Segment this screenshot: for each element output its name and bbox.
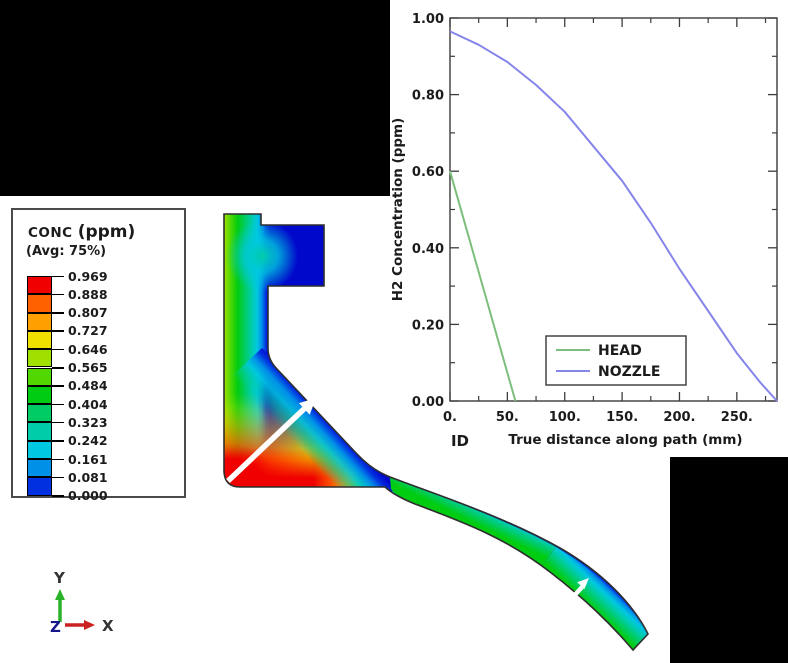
legend-tick — [52, 330, 64, 332]
legend-tick — [52, 421, 64, 424]
legend-level-label: 0.484 — [68, 378, 108, 394]
x-axis-label: X — [102, 617, 114, 635]
legend-color-swatch — [27, 404, 52, 423]
legend-tick — [52, 403, 64, 406]
legend-series-name: HEAD — [598, 343, 642, 359]
y-axis-title: H2 Concentration (ppm) — [390, 118, 406, 302]
contour-outer-edge-blue-fringe — [224, 348, 402, 523]
series-line-nozzle — [449, 30, 778, 402]
legend-color-swatch — [27, 367, 52, 386]
y-tick-label: 0.00 — [412, 395, 444, 410]
path-arrow-small — [571, 578, 589, 599]
legend-level-label: 0.807 — [68, 305, 108, 321]
y-tick-label: 0.40 — [412, 242, 444, 257]
y-axis-label: Y — [53, 569, 66, 587]
xy-chart: 0. 50. 100. 150. 200. 250. 0.00 0.20 0.40 0.60 0.8… — [390, 12, 778, 450]
x-tick-label: 150. — [606, 410, 638, 425]
x-axis-arrow — [65, 620, 95, 630]
legend-level-label: 0.000 — [68, 488, 108, 504]
y-tick-label: 0.80 — [412, 89, 444, 104]
legend-tick — [52, 385, 64, 387]
legend-level-label: 0.888 — [68, 286, 108, 302]
contour-nozzle-strip-upper — [390, 477, 556, 567]
contour-nozzle-strip-lower — [541, 547, 648, 650]
legend-color-swatch — [27, 294, 52, 313]
legend-tick — [52, 458, 64, 460]
y-tick-label: 0.20 — [412, 318, 444, 333]
legend-color-swatch — [27, 349, 52, 368]
legend-tick — [52, 367, 64, 369]
legend-color-swatch — [27, 440, 52, 459]
z-axis-label: Z — [50, 618, 61, 636]
x-tick-label: 250. — [721, 410, 753, 425]
contour-geometry-outline — [223, 213, 649, 652]
legend-color-swatch — [27, 330, 52, 350]
x-tick-label: 50. — [496, 410, 519, 425]
legend-variable-name: CONC — [28, 225, 73, 241]
legend-level-label: 0.646 — [68, 341, 108, 357]
y-axis-arrow — [55, 589, 65, 622]
legend-level-label: 0.242 — [68, 433, 108, 449]
legend-unit: (ppm) — [77, 222, 136, 242]
x-tick-label: 200. — [663, 410, 695, 425]
x-axis-title: True distance along path (mm) — [508, 432, 742, 448]
legend-tick — [52, 495, 64, 497]
x-tick-label: 0. — [443, 410, 457, 425]
legend-level-label: 0.161 — [68, 451, 108, 467]
legend-tick — [52, 440, 64, 442]
series-line-head — [449, 170, 517, 402]
contour-legend-subtitle: (Avg: 75%) — [26, 244, 107, 259]
legend-tick — [52, 275, 64, 277]
legend-tick — [52, 476, 64, 479]
legend-level-label: 0.404 — [68, 396, 108, 412]
legend-level-label: 0.565 — [68, 360, 108, 375]
chart-legend-box — [545, 335, 687, 386]
path-start-annotation: ID — [451, 432, 469, 450]
legend-tick — [52, 312, 64, 314]
legend-level-label: 0.727 — [68, 323, 108, 339]
legend-color-scale: 0.969 0.888 0.807 0.727 0.646 0.565 0.484 0.404… — [27, 269, 177, 503]
contour-legend-panel: CONC (ppm) (Avg: 75%) 0.969 0.888 0.807 0.7… — [11, 208, 186, 503]
y-tick-label: 1.00 — [412, 12, 444, 27]
legend-level-label: 0.081 — [68, 469, 108, 485]
coordinate-triad: Y Z X — [50, 569, 114, 636]
legend-color-swatch — [27, 459, 52, 478]
legend-color-swatch — [27, 276, 52, 295]
contour-legend-title: CONC (ppm) — [28, 222, 135, 242]
legend-tick — [52, 293, 64, 296]
chart-legend: HEAD NOZZLE — [545, 335, 687, 386]
path-arrow-large — [226, 398, 316, 483]
legend-tick — [52, 348, 64, 351]
y-tick-label: 0.60 — [412, 165, 444, 180]
legend-color-swatch — [27, 422, 52, 441]
legend-series-name: NOZZLE — [598, 364, 660, 380]
legend-color-swatch — [27, 385, 52, 405]
legend-color-swatch — [27, 477, 52, 496]
black-masked-region-top-left — [0, 0, 390, 196]
legend-color-swatch — [27, 312, 52, 331]
legend-level-label: 0.323 — [68, 414, 108, 430]
x-tick-label: 100. — [549, 410, 581, 425]
legend-level-label: 0.969 — [68, 268, 108, 284]
black-masked-region-bottom-right — [670, 457, 788, 663]
